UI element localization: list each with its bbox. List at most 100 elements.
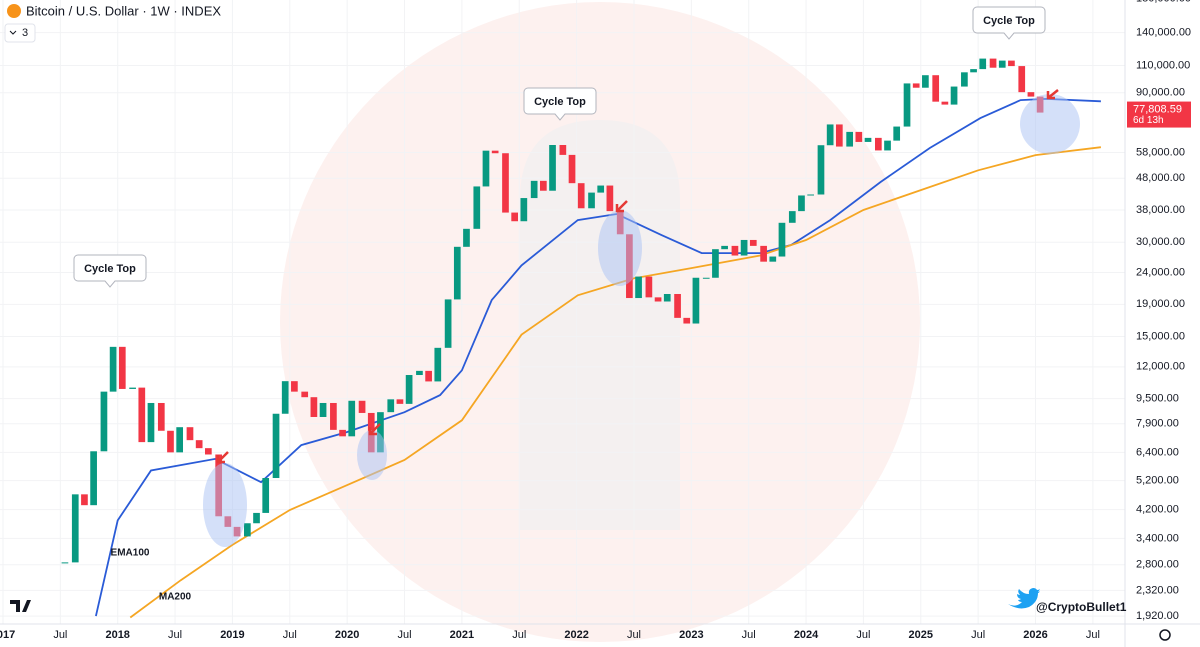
y-tick-label: 19,000.00	[1136, 298, 1185, 310]
candle	[272, 413, 280, 478]
candle	[396, 399, 404, 404]
candle	[358, 400, 366, 413]
candle	[387, 399, 395, 413]
candle	[377, 412, 384, 453]
candle	[903, 83, 911, 127]
callout	[523, 87, 597, 121]
candle	[434, 347, 442, 382]
candle	[788, 211, 796, 223]
x-tick-label: 2019	[220, 629, 244, 641]
x-tick-label: 2024	[794, 629, 819, 641]
candle	[530, 180, 538, 199]
candle	[817, 145, 825, 195]
candle	[482, 150, 490, 187]
highlight	[1020, 94, 1080, 154]
candle	[568, 154, 576, 184]
candle	[473, 186, 481, 229]
candle	[244, 523, 251, 537]
candle	[731, 245, 739, 256]
arrows	[216, 89, 1059, 464]
tv-logo	[10, 600, 31, 612]
candle	[864, 137, 872, 142]
x-tick-label: Jul	[397, 629, 411, 641]
candle	[549, 145, 556, 191]
candle	[979, 58, 987, 70]
y-tick-label: 7,900.00	[1136, 418, 1179, 430]
candle	[692, 277, 700, 324]
y-tick-label: 3,400.00	[1136, 532, 1179, 544]
watermark-shape	[520, 120, 680, 530]
candle	[291, 381, 298, 392]
candle	[138, 387, 146, 443]
candle	[425, 370, 432, 382]
candle	[941, 101, 949, 105]
annotation: Cycle Top	[983, 15, 1035, 27]
x-tick-label: Jul	[971, 629, 985, 641]
candle	[520, 198, 528, 222]
y-tick-label: 180,000.00	[1136, 0, 1191, 4]
x-tick-label: 2025	[909, 629, 933, 641]
candle	[319, 402, 327, 417]
highlight	[357, 430, 387, 480]
candle	[769, 256, 777, 262]
settings[interactable]	[1159, 629, 1171, 641]
y-tick-label: 6,400.00	[1136, 446, 1179, 458]
candle	[588, 192, 595, 209]
y-tick-label: 110,000.00	[1136, 59, 1190, 71]
indicator-count: 3	[22, 27, 28, 39]
candle	[749, 239, 757, 246]
symbol-title: Bitcoin / U.S. Dollar · 1W · INDEX	[26, 3, 221, 18]
candle	[71, 494, 79, 563]
x-tick-label: 2022	[564, 629, 588, 641]
annotation: Cycle Top	[534, 96, 586, 108]
candle	[281, 381, 289, 414]
candle	[826, 124, 834, 146]
candle	[760, 245, 767, 262]
candle	[1018, 66, 1026, 93]
countdown: 6d 13h	[1133, 115, 1164, 126]
x-tick-label: 2017	[0, 629, 15, 641]
candle	[405, 375, 413, 404]
candle	[645, 276, 653, 298]
candle	[835, 124, 843, 147]
x-tick-label: Jul	[283, 629, 297, 641]
candle	[444, 299, 452, 348]
ma-line	[129, 146, 1102, 619]
candle	[998, 60, 1006, 68]
candle	[463, 228, 470, 247]
candle	[778, 222, 786, 257]
candle	[61, 562, 69, 564]
candle	[740, 239, 748, 256]
candle	[90, 451, 97, 506]
candle	[683, 317, 691, 324]
candle	[204, 448, 212, 455]
x-tick-label: Jul	[627, 629, 641, 641]
candle	[874, 137, 882, 151]
candle	[597, 185, 605, 193]
candle	[989, 58, 997, 68]
candle	[606, 185, 614, 212]
candle	[416, 370, 423, 376]
x-tick-label: Jul	[1086, 629, 1100, 641]
candle	[100, 391, 108, 452]
candle	[893, 126, 901, 141]
callout	[73, 254, 147, 288]
candle	[301, 391, 309, 398]
candle	[950, 86, 958, 105]
candle	[635, 276, 642, 299]
candle	[176, 427, 184, 453]
candle	[262, 477, 270, 513]
candle	[663, 293, 671, 302]
y-tick-label: 38,000.00	[1136, 204, 1185, 216]
callout	[972, 6, 1046, 40]
watermark-handle: @CryptoBullet1	[1036, 600, 1127, 614]
y-tick-label: 5,200.00	[1136, 474, 1179, 486]
candle	[855, 131, 863, 142]
plot	[0, 0, 1125, 624]
y-tick-label: 2,320.00	[1136, 584, 1179, 596]
y-tick-label: 9,500.00	[1136, 393, 1179, 405]
chevron	[9, 30, 17, 35]
indicator-toggle[interactable]	[4, 23, 36, 43]
y-tick-label: 24,000.00	[1136, 266, 1185, 278]
candle	[81, 494, 88, 506]
